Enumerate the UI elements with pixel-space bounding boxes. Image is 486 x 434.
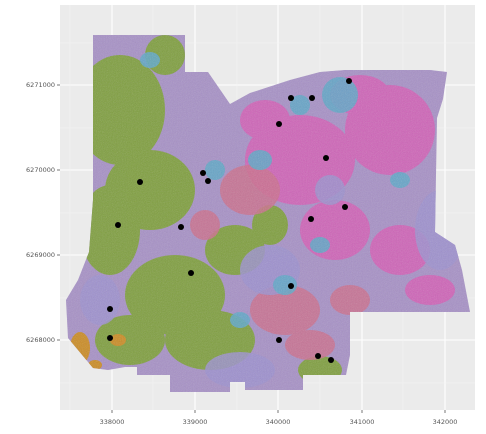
sample-point [200, 170, 206, 176]
y-tick-label: 6271000 [26, 81, 55, 89]
sample-point [342, 204, 348, 210]
sample-point [328, 357, 334, 363]
sample-point [115, 222, 121, 228]
y-axis-labels: 6271000 6270000 6269000 6268000 [26, 81, 55, 344]
sample-point [308, 216, 314, 222]
sample-points [107, 78, 352, 363]
x-tick-label: 340000 [266, 418, 291, 426]
x-tick-label: 341000 [350, 418, 375, 426]
x-tick-label: 342000 [433, 418, 458, 426]
x-tick-label: 339000 [183, 418, 208, 426]
sample-point [107, 306, 113, 312]
sample-point [188, 270, 194, 276]
sample-point [323, 155, 329, 161]
sample-point [276, 121, 282, 127]
sample-point [178, 224, 184, 230]
sample-point [288, 95, 294, 101]
sample-point [346, 78, 352, 84]
x-axis-labels: 338000 339000 340000 341000 342000 [100, 418, 458, 426]
y-tick-label: 6270000 [26, 166, 55, 174]
sample-point [137, 179, 143, 185]
y-tick-label: 6269000 [26, 251, 55, 259]
sample-point [309, 95, 315, 101]
x-tick-label: 338000 [100, 418, 125, 426]
sample-point [288, 283, 294, 289]
axis-ticks [57, 84, 446, 413]
sample-point [205, 178, 211, 184]
sample-point [276, 337, 282, 343]
sample-point [315, 353, 321, 359]
sample-point [107, 335, 113, 341]
y-tick-label: 6268000 [26, 336, 55, 344]
